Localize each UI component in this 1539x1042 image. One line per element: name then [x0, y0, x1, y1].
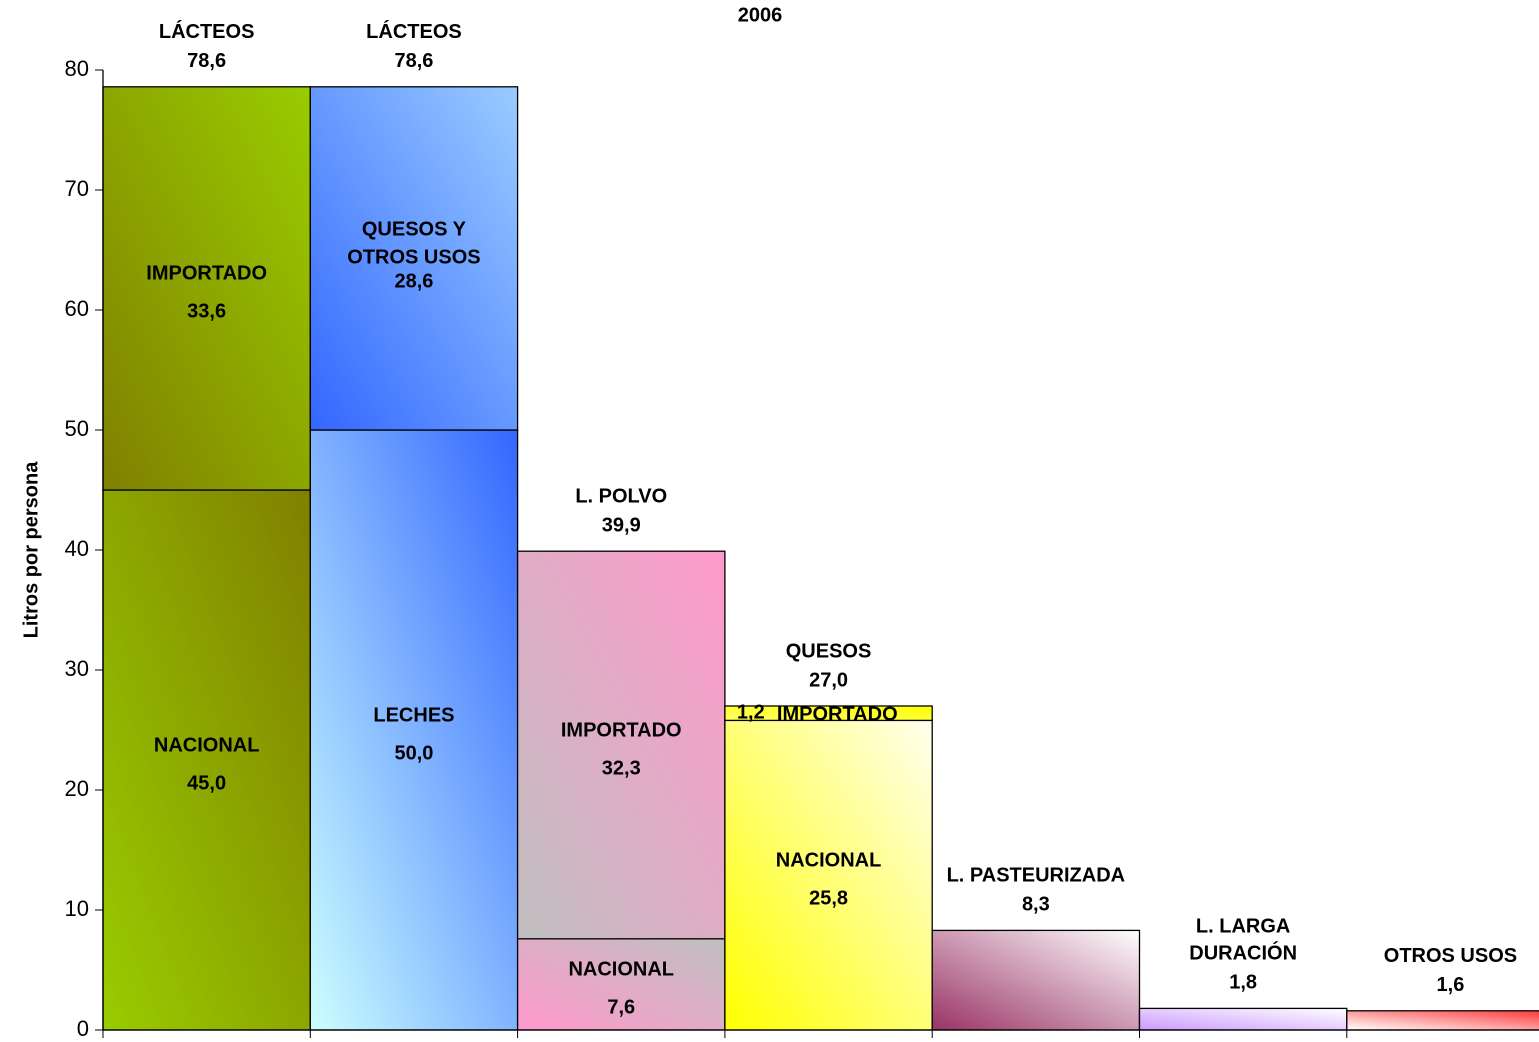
column-label: DURACIÓN [1189, 941, 1297, 965]
column-total-label: 8,3 [1022, 894, 1050, 916]
segment-label: IMPORTADO [146, 263, 267, 285]
column-label: L. POLVO [575, 485, 667, 507]
column-label: OTROS USOS [1384, 945, 1517, 967]
segment [102, 86, 311, 491]
segment [724, 719, 933, 1031]
column-total-label: 1,6 [1437, 974, 1465, 996]
segment-value-label: 25,8 [809, 887, 848, 909]
segment-label: IMPORTADO [561, 719, 682, 741]
segment [516, 550, 726, 940]
y-tick-label: 80 [65, 56, 89, 81]
segment [724, 705, 933, 722]
column-label: L. LARGA [1196, 916, 1290, 938]
chart-title: 2006 [738, 4, 783, 26]
segment-value-label: 32,3 [602, 757, 641, 779]
column-total-label: 78,6 [394, 50, 433, 72]
segment-value-label: 28,6 [394, 271, 433, 293]
column-label: L. PASTEURIZADA [947, 865, 1126, 887]
column-total-label: 39,9 [602, 514, 641, 536]
bar [1138, 1007, 1348, 1031]
segment-label: NACIONAL [154, 734, 260, 756]
column-label: LÁCTEOS [366, 20, 462, 43]
column-total-label: 27,0 [809, 669, 848, 691]
column-label: QUESOS [786, 640, 872, 662]
segment [309, 86, 519, 431]
segment-value-label: 50,0 [394, 742, 433, 764]
segment-label: OTROS USOS [347, 247, 480, 269]
column-label: LÁCTEOS [159, 20, 255, 43]
segment-value-label: 7,6 [607, 997, 635, 1019]
bar [1346, 1010, 1539, 1031]
bar [931, 929, 1141, 1031]
column-total-label: 78,6 [187, 50, 226, 72]
segment-label: QUESOS Y [362, 219, 467, 241]
segment-value-label: 45,0 [187, 772, 226, 794]
y-tick-label: 0 [77, 1016, 89, 1041]
y-tick-label: 40 [65, 536, 89, 561]
segment-label: NACIONAL [568, 959, 674, 981]
y-tick-label: 50 [65, 416, 89, 441]
segment-value-label: 1,2 [737, 701, 765, 723]
y-tick-label: 10 [65, 896, 89, 921]
segment [309, 429, 519, 1031]
segment [102, 489, 311, 1031]
y-tick-label: 30 [65, 656, 89, 681]
y-tick-label: 60 [65, 296, 89, 321]
y-tick-label: 20 [65, 776, 89, 801]
segment-label: IMPORTADO [777, 703, 898, 725]
y-tick-label: 70 [65, 176, 89, 201]
segment-label: LECHES [373, 704, 454, 726]
segment-value-label: 33,6 [187, 301, 226, 323]
column-total-label: 1,8 [1229, 972, 1257, 994]
segment-label: NACIONAL [776, 849, 882, 871]
y-axis-label: Litros por persona [20, 461, 42, 639]
